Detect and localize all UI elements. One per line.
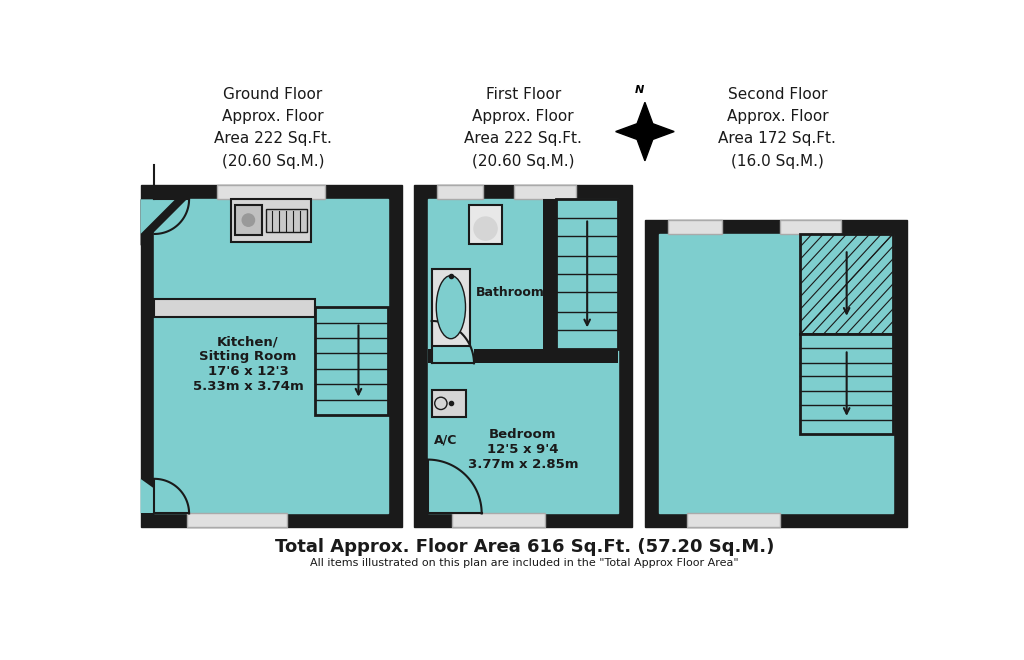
Text: Bathroom: Bathroom — [476, 286, 545, 299]
Text: First Floor
Approx. Floor
Area 222 Sq.Ft.
(20.60 Sq.M.): First Floor Approx. Floor Area 222 Sq.Ft… — [464, 87, 583, 168]
Bar — [314, 307, 388, 415]
Bar — [556, 199, 617, 350]
Bar — [140, 513, 155, 527]
Bar — [155, 199, 388, 513]
Polygon shape — [140, 479, 189, 513]
Text: Bedroom
12'5 x 9'4
3.77m x 2.85m: Bedroom 12'5 x 9'4 3.77m x 2.85m — [468, 428, 579, 471]
Bar — [437, 185, 483, 199]
Bar — [801, 334, 893, 434]
Text: All items illustrated on this plan are included in the "Total Approx Floor Area": All items illustrated on this plan are i… — [310, 558, 739, 568]
Polygon shape — [428, 459, 481, 513]
Polygon shape — [615, 102, 674, 161]
Circle shape — [474, 217, 497, 240]
Bar — [432, 269, 470, 346]
Text: Total Approx. Floor Area 616 Sq.Ft. (57.20 Sq.M.): Total Approx. Floor Area 616 Sq.Ft. (57.… — [275, 538, 774, 556]
Bar — [428, 199, 617, 513]
Bar — [469, 205, 502, 244]
Bar — [514, 185, 575, 199]
Polygon shape — [140, 199, 175, 234]
Bar — [236, 205, 262, 235]
Polygon shape — [140, 199, 186, 246]
Bar — [432, 350, 474, 363]
Text: Ground Floor
Approx. Floor
Area 222 Sq.Ft.
(20.60 Sq.M.): Ground Floor Approx. Floor Area 222 Sq.F… — [214, 87, 332, 168]
Bar — [217, 185, 325, 199]
Bar — [453, 513, 545, 527]
Bar — [645, 220, 906, 527]
Bar — [658, 234, 893, 513]
Bar — [801, 234, 893, 334]
Bar — [668, 220, 722, 234]
Bar — [414, 185, 632, 527]
Text: N: N — [635, 84, 644, 94]
Bar — [414, 513, 428, 527]
Bar — [155, 300, 314, 317]
Bar — [779, 220, 842, 234]
Circle shape — [243, 214, 255, 226]
Bar — [231, 199, 310, 242]
Text: Kitchen/
Sitting Room
17'6 x 12'3
5.33m x 3.74m: Kitchen/ Sitting Room 17'6 x 12'3 5.33m … — [193, 335, 303, 393]
Bar — [432, 390, 466, 417]
Text: A/C: A/C — [434, 434, 458, 447]
Bar — [428, 350, 617, 363]
Bar — [543, 199, 556, 350]
Bar — [266, 209, 307, 232]
Bar — [186, 513, 287, 527]
Bar — [140, 185, 401, 527]
Ellipse shape — [436, 276, 466, 339]
Bar — [687, 513, 779, 527]
Text: Second Floor
Approx. Floor
Area 172 Sq.Ft.
(16.0 Sq.M.): Second Floor Approx. Floor Area 172 Sq.F… — [719, 87, 837, 168]
